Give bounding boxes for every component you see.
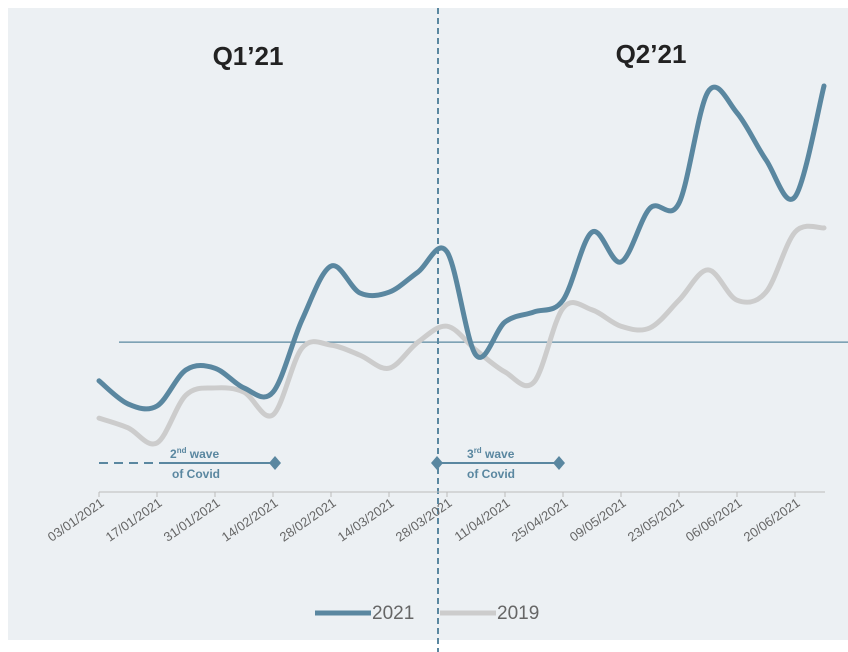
wave-diamond (431, 456, 443, 470)
legend-label: 2019 (497, 603, 539, 624)
series-line (96, 223, 827, 447)
wave-label: 3rd wave (467, 446, 515, 461)
wave-sup: nd (177, 446, 187, 455)
series-line (96, 83, 827, 412)
wave-rest: wave (186, 447, 219, 461)
wave-diamond (269, 456, 281, 470)
q2-label: Q2’21 (616, 39, 687, 69)
background (8, 8, 848, 640)
wave2-annotation: 2nd wave of Covid (99, 446, 281, 481)
wave-sup: rd (474, 446, 482, 455)
q1-label: Q1’21 (213, 41, 284, 71)
wave-rest: wave (482, 447, 515, 461)
wave-num: 2 (170, 447, 177, 461)
wave3-annotation: 3rd wave of Covid (431, 446, 565, 481)
wave-label: 2nd wave (170, 446, 219, 461)
wave-num: 3 (467, 447, 474, 461)
wave-label: of Covid (467, 467, 515, 481)
legend-label: 2021 (372, 603, 414, 624)
wave-diamond (553, 456, 565, 470)
wave-label: of Covid (172, 467, 220, 481)
